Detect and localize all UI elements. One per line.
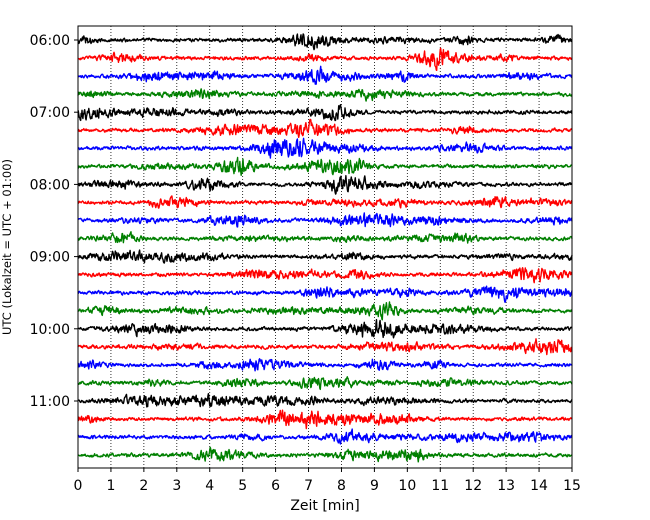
y-axis: 06:00 07:00 08:00 09:00 10:00 11:00 [30, 33, 78, 410]
y-tick-label: 10:00 [30, 322, 70, 338]
seismic-trace [77, 137, 573, 159]
seismic-trace [77, 446, 573, 463]
y-tick-label: 11:00 [30, 394, 70, 410]
x-tick-label: 3 [172, 478, 181, 494]
x-tick-label: 5 [238, 478, 247, 494]
y-tick-label: 07:00 [30, 105, 70, 121]
x-tick-label: 13 [497, 478, 515, 494]
x-tick-label: 15 [563, 478, 581, 494]
seismic-trace [77, 338, 573, 356]
seismic-trace [77, 428, 573, 445]
seismic-trace [77, 156, 573, 176]
seismic-trace [77, 104, 573, 122]
plot-frame [77, 25, 573, 469]
y-tick-label: 06:00 [30, 33, 70, 49]
x-tick-label: 14 [530, 478, 548, 494]
y-tick-label: 09:00 [30, 250, 70, 266]
y-tick-label: 08:00 [30, 177, 70, 193]
seismic-trace [77, 33, 573, 51]
seismic-trace [77, 318, 573, 339]
seismic-trace [77, 267, 573, 284]
x-tick-label: 11 [431, 478, 449, 494]
seismic-trace [77, 195, 573, 209]
seismic-trace [77, 212, 573, 228]
seismic-trace [77, 249, 573, 264]
seismic-trace [77, 285, 573, 303]
seismic-trace [77, 65, 573, 85]
seismic-trace [77, 47, 573, 72]
x-tick-label: 2 [139, 478, 148, 494]
seismic-trace [77, 301, 573, 321]
x-tick-label: 9 [370, 478, 379, 494]
y-axis-label: UTC (Lokalzeit = UTC + 01:00) [0, 159, 14, 335]
x-axis-label: Zeit [min] [290, 498, 359, 514]
seismic-trace [77, 231, 573, 244]
x-tick-label: 1 [106, 478, 115, 494]
seismic-trace [77, 409, 573, 430]
x-tick-label: 12 [464, 478, 482, 494]
x-tick-label: 10 [398, 478, 416, 494]
seismic-trace [77, 118, 573, 139]
x-tick-label: 0 [74, 478, 83, 494]
x-tick-label: 4 [205, 478, 214, 494]
seismic-trace [77, 358, 573, 372]
seismic-traces [77, 33, 573, 463]
x-tick-label: 7 [304, 478, 313, 494]
x-tick-label: 8 [337, 478, 346, 494]
x-axis: 0 1 2 3 4 5 6 7 8 9 10 11 12 13 14 15 [74, 468, 581, 494]
x-tick-label: 6 [271, 478, 280, 494]
seismic-trace [77, 376, 573, 391]
seismic-trace [77, 174, 573, 195]
seismic-trace [77, 88, 573, 102]
seismic-trace [77, 392, 573, 408]
